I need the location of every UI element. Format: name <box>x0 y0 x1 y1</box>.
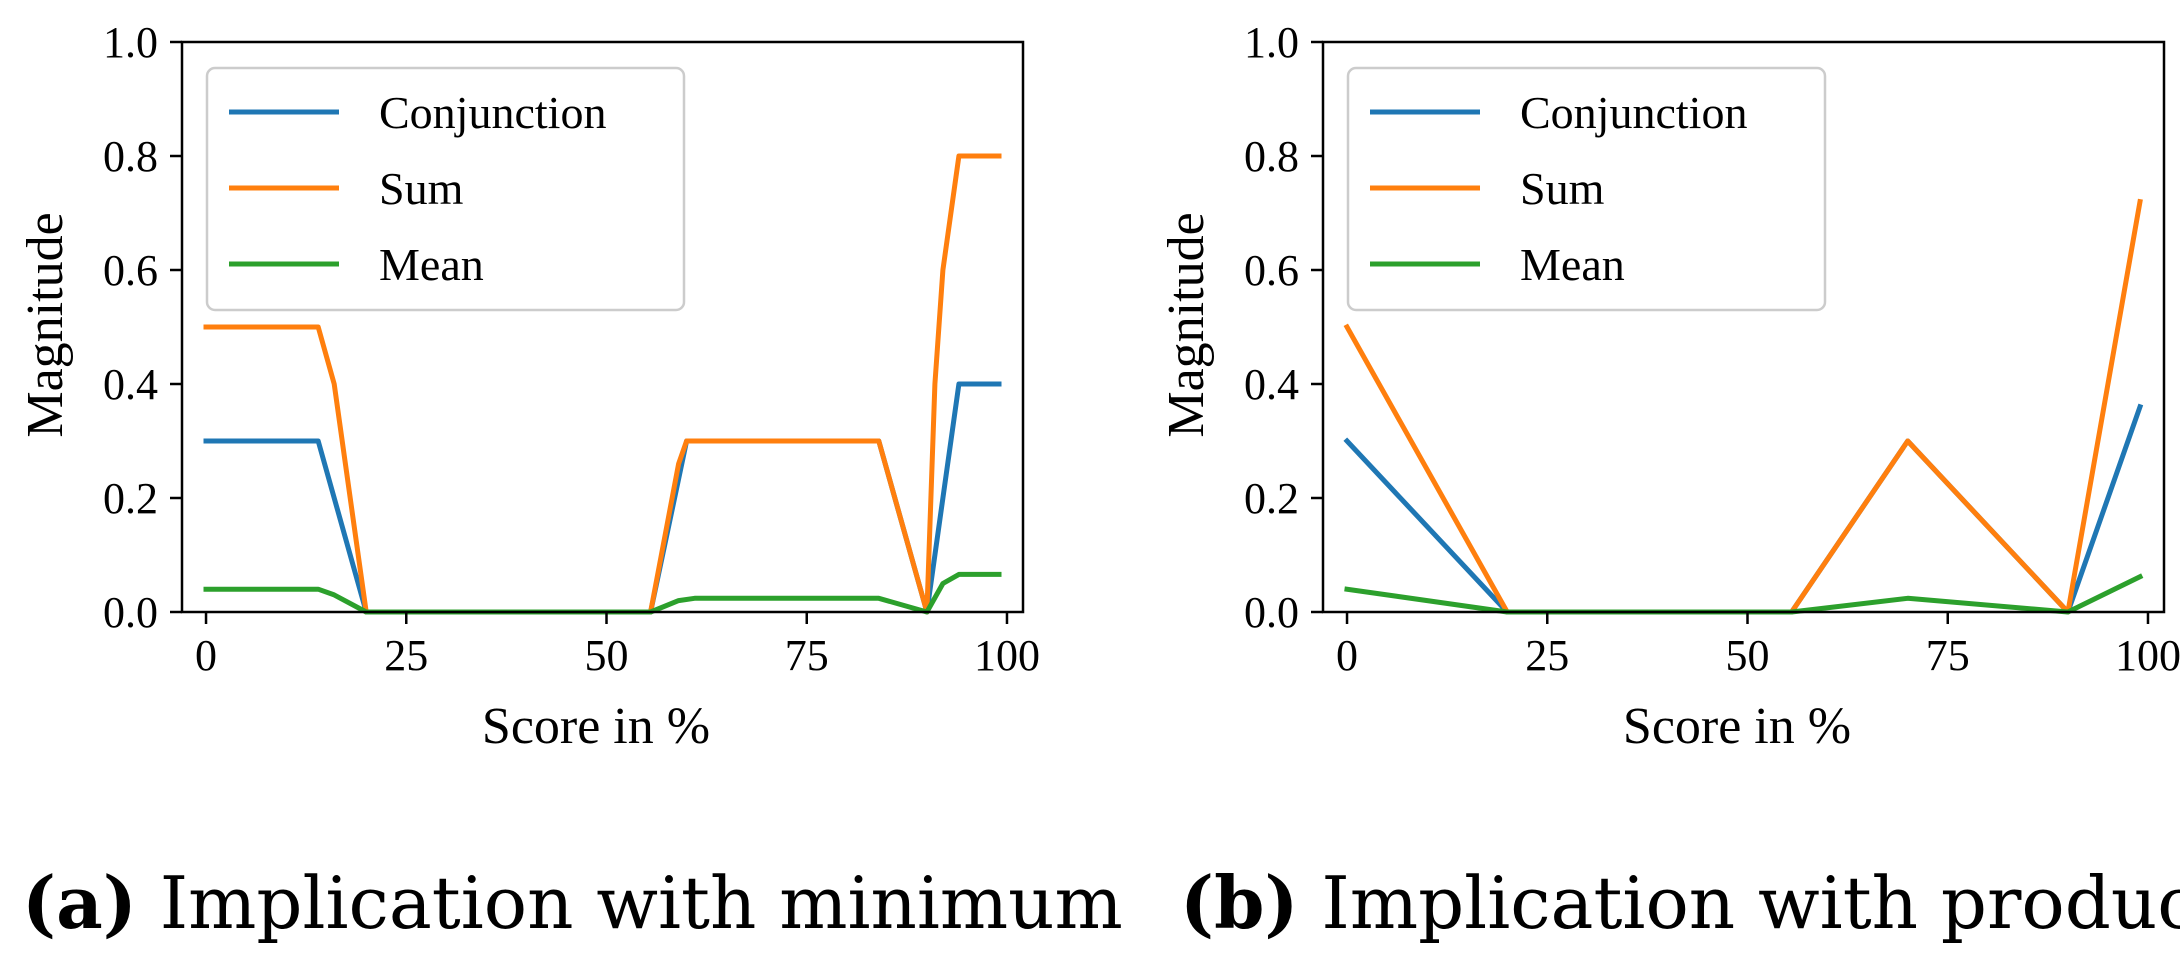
y-axis-label-a: Magnitude <box>17 212 74 437</box>
y-tick-label-b-4: 0.8 <box>1244 132 1299 181</box>
legend-a: Conjunction Sum Mean <box>205 66 686 312</box>
y-tick-label-b-0: 0.0 <box>1244 588 1299 637</box>
x-tick-label-b-100: 100 <box>2115 631 2180 680</box>
x-tick-label-b-25: 25 <box>1525 631 1569 680</box>
legend-label-conjunction-b: Conjunction <box>1520 87 1747 138</box>
legend-box-a <box>205 66 686 312</box>
caption-b-label: (b) <box>1180 860 1299 945</box>
caption-b-text: Implication with product <box>1321 861 2180 945</box>
legend-label-mean-b: Mean <box>1520 239 1625 290</box>
series-line-mean-a <box>203 571 1002 615</box>
caption-a-label: (a) <box>22 860 137 945</box>
axes-frame-a <box>180 40 1025 614</box>
x-axis-label-b: Score in % <box>1623 698 1851 755</box>
x-tick-label-a-100: 100 <box>974 631 1040 680</box>
x-tick-label-a-75: 75 <box>785 631 829 680</box>
x-tick-label-a-25: 25 <box>384 631 428 680</box>
y-tick-label-a-5: 1.0 <box>103 18 158 67</box>
series-line-conjunction-b <box>1343 403 2144 615</box>
x-axis-label-a: Score in % <box>482 698 710 755</box>
x-tick-label-a-0: 0 <box>195 631 217 680</box>
series-line-mean-b <box>1344 573 2144 615</box>
plot-area-a: 0 25 50 75 100 0.0 0.2 0.4 0.6 0.8 1.0 Conjunction S… <box>103 18 1040 680</box>
legend-label-conjunction-a: Conjunction <box>379 87 606 138</box>
legend-label-mean-a: Mean <box>379 239 484 290</box>
y-tick-label-a-1: 0.2 <box>103 474 158 523</box>
series-line-sum-a <box>203 153 1002 615</box>
y-tick-label-a-0: 0.0 <box>103 588 158 637</box>
y-tick-label-a-4: 0.8 <box>103 132 158 181</box>
panel-a: Magnitude Score in % 0 25 50 75 100 0.0 0.2 0.4… <box>17 18 1040 755</box>
axes-frame-b <box>1321 40 2166 614</box>
x-tick-label-b-50: 50 <box>1726 631 1770 680</box>
y-tick-label-b-3: 0.6 <box>1244 246 1299 295</box>
y-tick-label-b-5: 1.0 <box>1244 18 1299 67</box>
y-tick-label-b-2: 0.4 <box>1244 360 1299 409</box>
legend-box-b <box>1346 66 1827 312</box>
y-axis-label-b: Magnitude <box>1158 212 1215 437</box>
series-line-conjunction-a <box>203 381 1002 615</box>
y-tick-label-a-3: 0.6 <box>103 246 158 295</box>
legend-b: Conjunction Sum Mean <box>1346 66 1827 312</box>
caption-a-text: Implication with minimum <box>159 861 1123 945</box>
x-tick-label-b-75: 75 <box>1926 631 1970 680</box>
legend-label-sum-a: Sum <box>379 163 464 214</box>
panel-b: Magnitude Score in % 0 25 50 75 100 0.0 0.2 0.4… <box>1158 18 2180 755</box>
y-tick-label-a-2: 0.4 <box>103 360 158 409</box>
series-line-sum-b <box>1343 198 2143 615</box>
legend-label-sum-b: Sum <box>1520 163 1605 214</box>
x-tick-label-b-0: 0 <box>1336 631 1358 680</box>
y-tick-label-b-1: 0.2 <box>1244 474 1299 523</box>
x-tick-label-a-50: 50 <box>585 631 629 680</box>
caption-b: (b) Implication with product <box>1180 860 2180 945</box>
caption-a: (a) Implication with minimum <box>22 860 1123 945</box>
plot-area-b: 0 25 50 75 100 0.0 0.2 0.4 0.6 0.8 1.0 Conjunction S… <box>1244 18 2180 680</box>
